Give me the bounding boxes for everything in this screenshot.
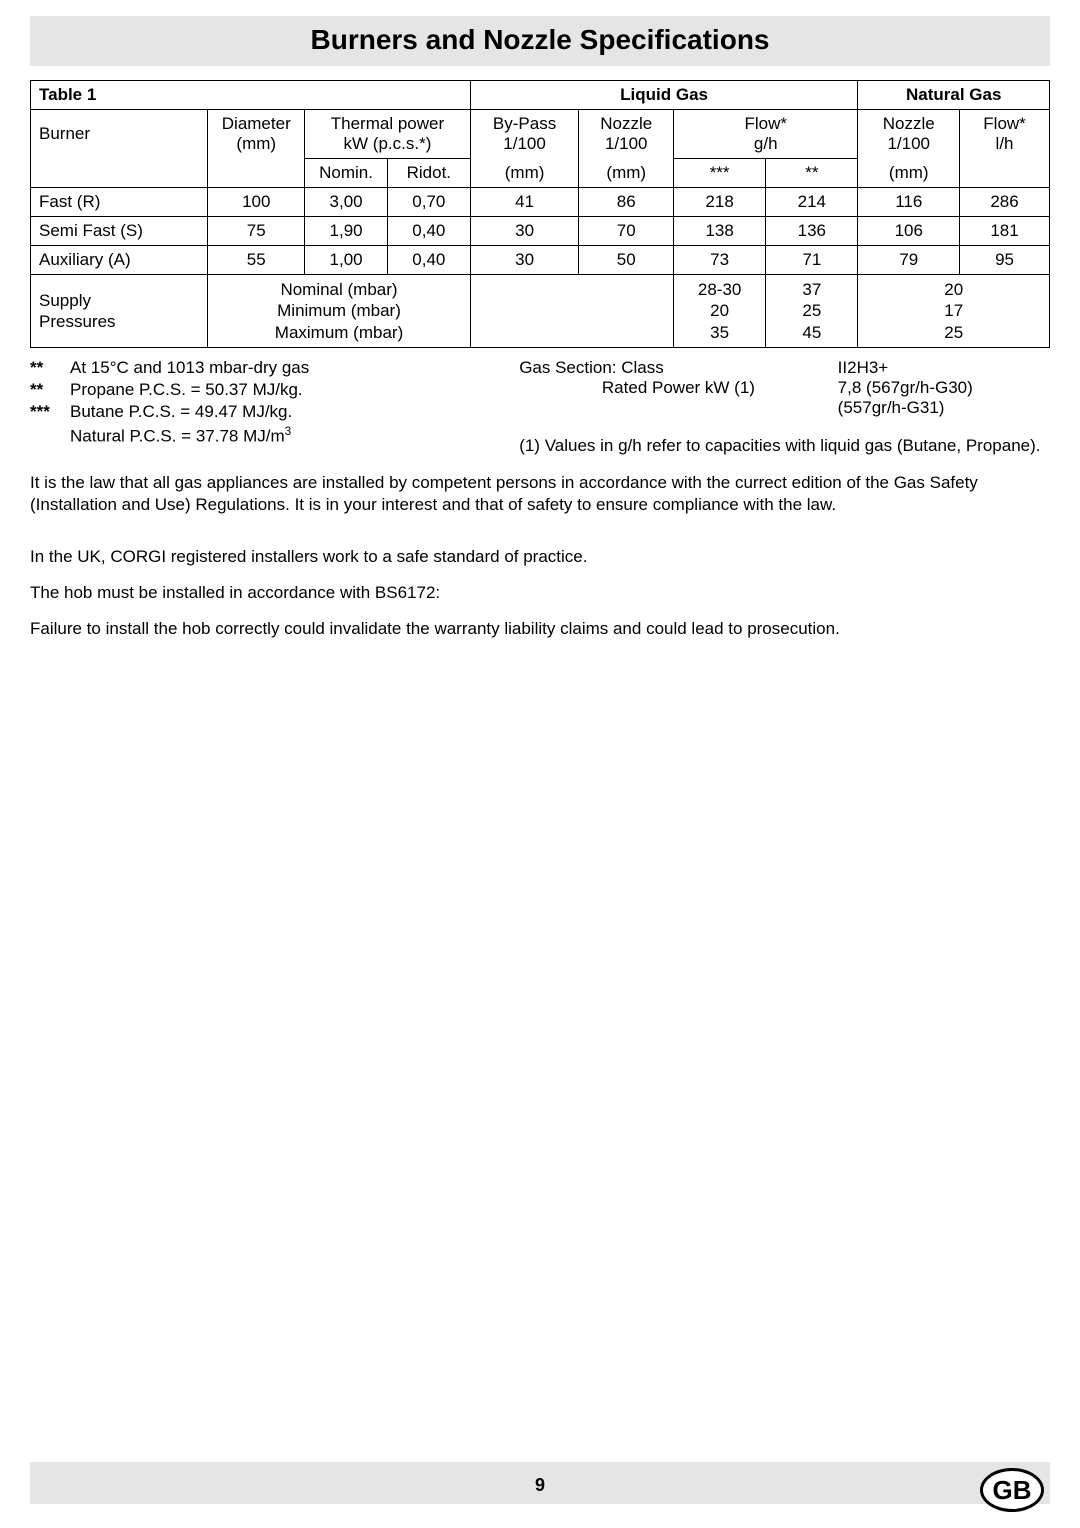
- hdr-flow-lh: Flow*l/h: [960, 110, 1050, 159]
- hdr-mm3: (mm): [858, 159, 960, 188]
- supply-ng: 20 17 25: [858, 275, 1050, 348]
- hdr-ridot: Ridot.: [387, 159, 470, 188]
- footnote-1: (1) Values in g/h refer to capacities wi…: [519, 436, 1050, 456]
- col-group-natural: Natural Gas: [858, 81, 1050, 110]
- table-row: Fast (R) 100 3,00 0,70 41 86 218 214 116…: [31, 188, 1050, 217]
- hdr-stars3: ***: [674, 159, 766, 188]
- footnotes-right: Gas Section: Class II2H3+ Rated Power kW…: [519, 358, 1050, 456]
- body-para: Failure to install the hob correctly cou…: [30, 618, 1050, 640]
- hdr-stars2: **: [766, 159, 858, 188]
- table-row: Semi Fast (S) 75 1,90 0,40 30 70 138 136…: [31, 217, 1050, 246]
- hdr-nomin: Nomin.: [305, 159, 388, 188]
- supply-types: Nominal (mbar) Minimum (mbar) Maximum (m…: [208, 275, 470, 348]
- footnotes-left: **At 15°C and 1013 mbar-dry gas **Propan…: [30, 358, 499, 456]
- body-para: It is the law that all gas appliances ar…: [30, 472, 1050, 516]
- supply-lg2: 37 25 45: [766, 275, 858, 348]
- supply-label: SupplyPressures: [31, 275, 208, 348]
- table-caption: Table 1: [31, 81, 471, 110]
- footnotes: **At 15°C and 1013 mbar-dry gas **Propan…: [30, 358, 1050, 456]
- hdr-bypass: By-Pass1/100: [470, 110, 579, 159]
- page-number: 9: [0, 1475, 1080, 1496]
- page-title: Burners and Nozzle Specifications: [30, 16, 1050, 66]
- spec-table: Table 1 Liquid Gas Natural Gas Burner Di…: [30, 80, 1050, 348]
- hdr-nozzle-ng: Nozzle1/100: [858, 110, 960, 159]
- body-text: It is the law that all gas appliances ar…: [30, 472, 1050, 640]
- country-badge: GB: [980, 1468, 1044, 1512]
- table-row: Auxiliary (A) 55 1,00 0,40 30 50 73 71 7…: [31, 246, 1050, 275]
- body-para: The hob must be installed in accordance …: [30, 582, 1050, 604]
- hdr-thermal: Thermal powerkW (p.c.s.*): [305, 110, 471, 159]
- hdr-mm1: (mm): [470, 159, 579, 188]
- col-group-liquid: Liquid Gas: [470, 81, 858, 110]
- hdr-nozzle-lg: Nozzle1/100: [579, 110, 674, 159]
- hdr-burner: Burner: [31, 110, 208, 159]
- supply-row: SupplyPressures Nominal (mbar) Minimum (…: [31, 275, 1050, 348]
- hdr-mm2: (mm): [579, 159, 674, 188]
- hdr-diameter: Diameter(mm): [208, 110, 305, 159]
- body-para: In the UK, CORGI registered installers w…: [30, 546, 1050, 568]
- supply-lg3: 28-30 20 35: [674, 275, 766, 348]
- hdr-flow-gh: Flow*g/h: [674, 110, 858, 159]
